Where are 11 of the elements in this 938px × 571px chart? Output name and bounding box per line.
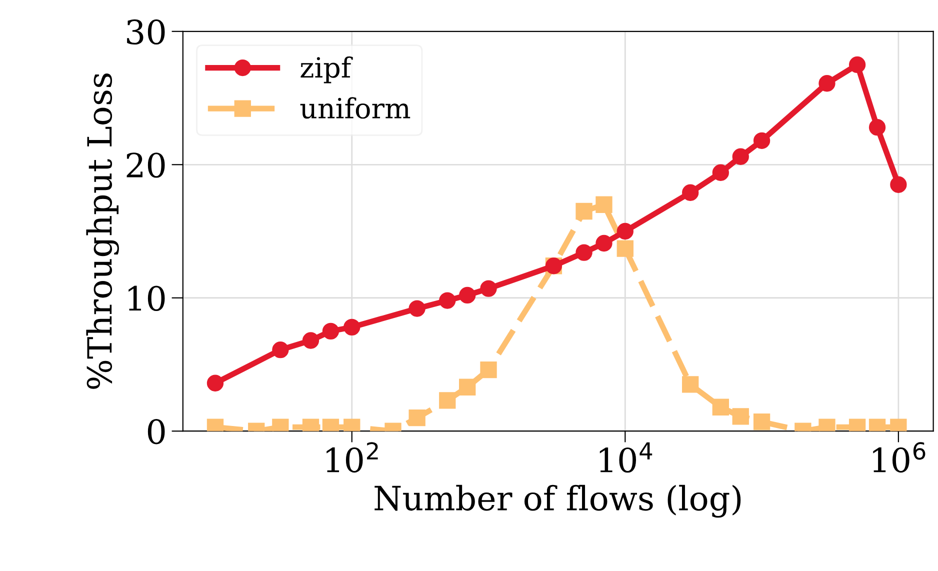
y-tick-label: 10 — [128, 286, 165, 312]
y-tick-label: 0 — [148, 419, 165, 444]
y-tick-label: 30 — [127, 19, 165, 45]
legend-label: uniform — [300, 97, 410, 119]
legend-label: zipf — [300, 56, 353, 84]
x-tick-label: 10$^{6}$ — [873, 442, 926, 473]
x-tick-label: 10$^{2}$ — [326, 442, 378, 473]
y-axis-title: %Throughput Loss — [86, 74, 119, 389]
y-tick-label: 20 — [126, 152, 165, 178]
x-axis-title: Number of flows (log) — [374, 484, 741, 518]
x-tick-label: 10$^{4}$ — [600, 442, 652, 473]
